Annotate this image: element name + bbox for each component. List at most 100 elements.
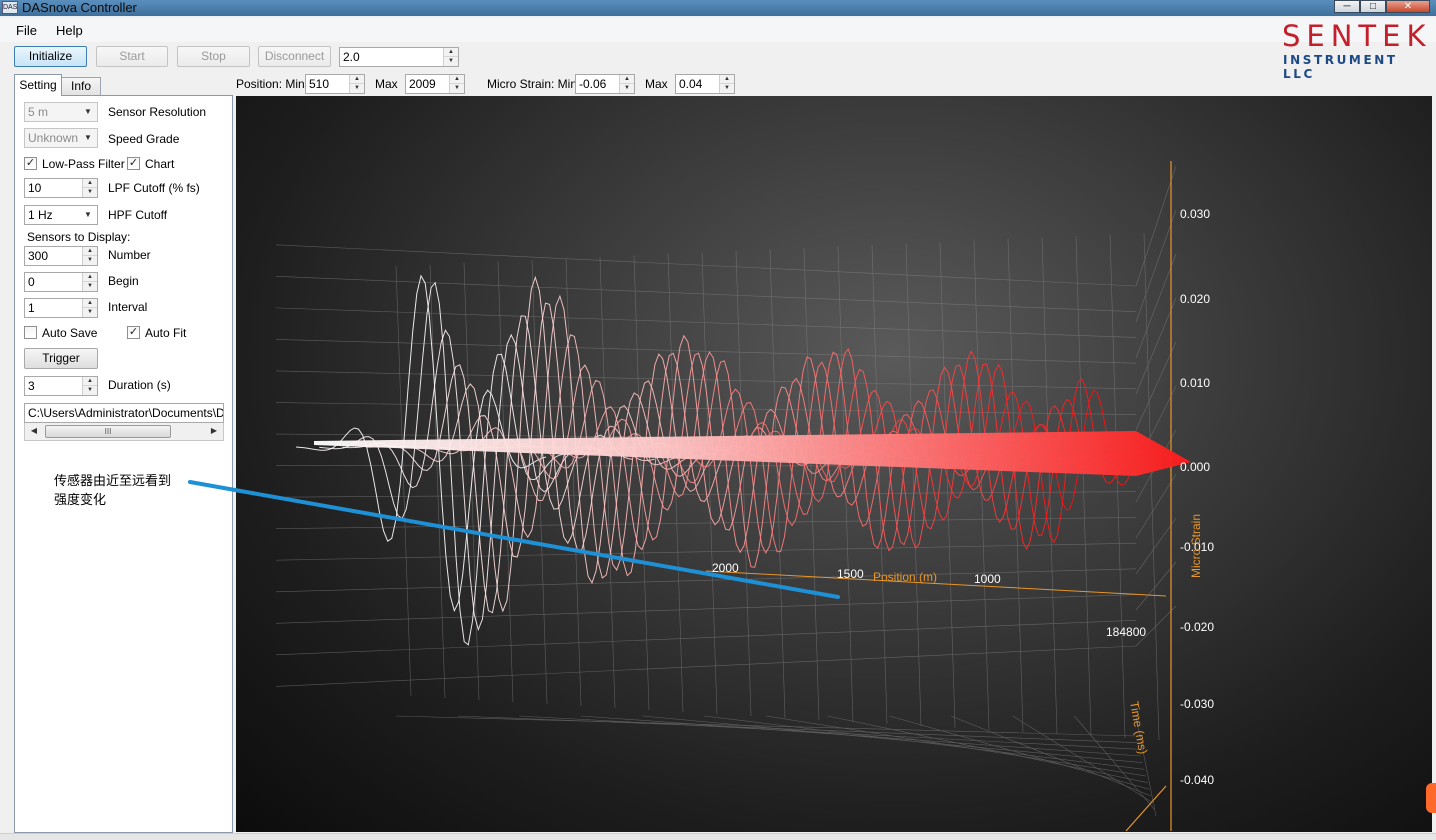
- grid-line: [973, 240, 990, 731]
- scroll-left-icon[interactable]: ◀: [30, 426, 38, 435]
- sensor-resolution-label: Sensor Resolution: [108, 105, 207, 119]
- strain-max-value: 0.04: [679, 77, 703, 91]
- scroll-right-icon[interactable]: ▶: [210, 426, 218, 435]
- grid-line: [395, 265, 412, 697]
- spin-down-icon[interactable]: ▼: [724, 85, 730, 91]
- save-path-field[interactable]: C:\Users\Administrator\Documents\DAS: [24, 403, 224, 423]
- lpf-cutoff-stepper[interactable]: 10 ▲ ▼: [24, 178, 98, 198]
- spin-up-icon[interactable]: ▲: [83, 273, 97, 282]
- z-axis-tick-label: -0.020: [1180, 620, 1214, 634]
- interval-stepper[interactable]: 1 ▲ ▼: [24, 298, 98, 318]
- spin-down-icon[interactable]: ▼: [448, 58, 454, 64]
- number-label: Number: [108, 248, 151, 262]
- spin-down-icon[interactable]: ▼: [624, 85, 630, 91]
- hpf-cutoff-select[interactable]: 1 Hz ▼: [24, 205, 98, 225]
- grid-line: [1135, 561, 1177, 611]
- side-widget-icon[interactable]: [1426, 783, 1436, 813]
- trace-series: [319, 281, 568, 646]
- position-min-value: 510: [309, 77, 330, 91]
- z-axis-tick-label: -0.030: [1180, 697, 1214, 711]
- chevron-down-icon: ▼: [84, 210, 92, 219]
- sentek-logo: SENTEK INSTRUMENT LLC: [1282, 19, 1432, 81]
- tab-info[interactable]: Info: [61, 77, 101, 96]
- grid-line: [531, 259, 548, 705]
- grid-line: [1075, 235, 1092, 737]
- sensor-resolution-select[interactable]: 5 m ▼: [24, 102, 98, 122]
- rate-stepper[interactable]: 2.0 ▲ ▼: [339, 47, 459, 67]
- spin-up-icon[interactable]: ▲: [444, 48, 458, 57]
- duration-stepper[interactable]: 3 ▲ ▼: [24, 376, 98, 396]
- maximize-icon[interactable]: □: [1360, 0, 1386, 13]
- grid-line: [275, 276, 1137, 313]
- grid-line: [1012, 715, 1153, 803]
- lpf-cutoff-label: LPF Cutoff (% fs): [108, 181, 200, 195]
- lowpass-checkbox[interactable]: ✓: [24, 157, 37, 170]
- close-icon[interactable]: ✕: [1386, 0, 1430, 13]
- begin-stepper[interactable]: 0 ▲ ▼: [24, 272, 98, 292]
- position-max-stepper[interactable]: 2009 ▲ ▼: [405, 74, 465, 94]
- stop-button[interactable]: Stop: [177, 46, 250, 67]
- spin-up-icon[interactable]: ▲: [450, 75, 464, 84]
- spin-down-icon[interactable]: ▼: [87, 309, 93, 315]
- grid-line: [701, 252, 718, 715]
- duration-label: Duration (s): [108, 378, 171, 392]
- x-axis-label: Position (m): [873, 570, 937, 584]
- chart-3d-waterfall[interactable]: 0.030 0.020 0.010 0.000 -0.010 -0.020 -0.030 -0…: [236, 96, 1432, 832]
- spin-up-icon[interactable]: ▲: [350, 75, 364, 84]
- grid-line: [889, 715, 1150, 790]
- duration-value: 3: [28, 379, 35, 393]
- logo-main-text: SENTEK: [1282, 19, 1432, 53]
- x-axis-tick-label: 2000: [712, 561, 739, 575]
- grid-line: [1135, 253, 1177, 359]
- number-stepper[interactable]: 300 ▲ ▼: [24, 246, 98, 266]
- autofit-checkbox[interactable]: ✓: [127, 326, 140, 339]
- grid-line: [827, 715, 1148, 783]
- menu-help[interactable]: Help: [56, 23, 83, 38]
- spin-up-icon[interactable]: ▲: [83, 247, 97, 256]
- spin-down-icon[interactable]: ▼: [454, 85, 460, 91]
- position-min-stepper[interactable]: 510 ▲ ▼: [305, 74, 365, 94]
- grid-line: [735, 250, 752, 717]
- grid-line: [769, 249, 786, 719]
- disconnect-button[interactable]: Disconnect: [258, 46, 331, 67]
- chart-canvas: 0.030 0.020 0.010 0.000 -0.010 -0.020 -0.030 -0…: [275, 161, 1214, 832]
- start-button[interactable]: Start: [96, 46, 168, 67]
- grid-line: [1135, 341, 1177, 431]
- app-icon: DAS: [2, 1, 18, 14]
- minimize-icon[interactable]: ─: [1334, 0, 1360, 13]
- trigger-button[interactable]: Trigger: [24, 348, 98, 369]
- path-horizontal-scrollbar[interactable]: ◀ III ▶: [24, 423, 224, 441]
- grid-line: [275, 402, 1137, 415]
- autosave-checkbox[interactable]: [24, 326, 37, 339]
- trace-series: [412, 302, 655, 558]
- strain-min-stepper[interactable]: -0.06 ▲ ▼: [575, 74, 635, 94]
- spin-up-icon[interactable]: ▲: [83, 179, 97, 188]
- spin-down-icon[interactable]: ▼: [87, 283, 93, 289]
- grid-line: [275, 568, 1137, 593]
- grid-line: [1074, 715, 1155, 810]
- menu-file[interactable]: File: [16, 23, 37, 38]
- tab-setting[interactable]: Setting: [14, 74, 62, 96]
- x-axis-tick-label: 1500: [837, 567, 864, 581]
- spin-up-icon[interactable]: ▲: [83, 377, 97, 386]
- lpf-cutoff-value: 10: [28, 181, 42, 195]
- initialize-button[interactable]: Initialize: [14, 46, 87, 67]
- z-axis-tick-label: 0.030: [1180, 207, 1210, 221]
- strain-max-stepper[interactable]: 0.04 ▲ ▼: [675, 74, 735, 94]
- spin-down-icon[interactable]: ▼: [354, 85, 360, 91]
- chart-checkbox[interactable]: ✓: [127, 157, 140, 170]
- z-axis-label: Micro Strain: [1189, 514, 1203, 578]
- spin-up-icon[interactable]: ▲: [83, 299, 97, 308]
- spin-down-icon[interactable]: ▼: [87, 257, 93, 263]
- z-axis-tick-label: 0.020: [1180, 292, 1210, 306]
- spin-down-icon[interactable]: ▼: [87, 387, 93, 393]
- speed-grade-select[interactable]: Unknown ▼: [24, 128, 98, 148]
- grid-line: [1135, 209, 1177, 323]
- scroll-thumb[interactable]: III: [45, 425, 171, 438]
- grid-line: [939, 241, 956, 729]
- spin-up-icon[interactable]: ▲: [620, 75, 634, 84]
- hpf-cutoff-label: HPF Cutoff: [108, 208, 168, 222]
- spin-down-icon[interactable]: ▼: [87, 189, 93, 195]
- sensor-resolution-value: 5 m: [28, 105, 49, 119]
- spin-up-icon[interactable]: ▲: [720, 75, 734, 84]
